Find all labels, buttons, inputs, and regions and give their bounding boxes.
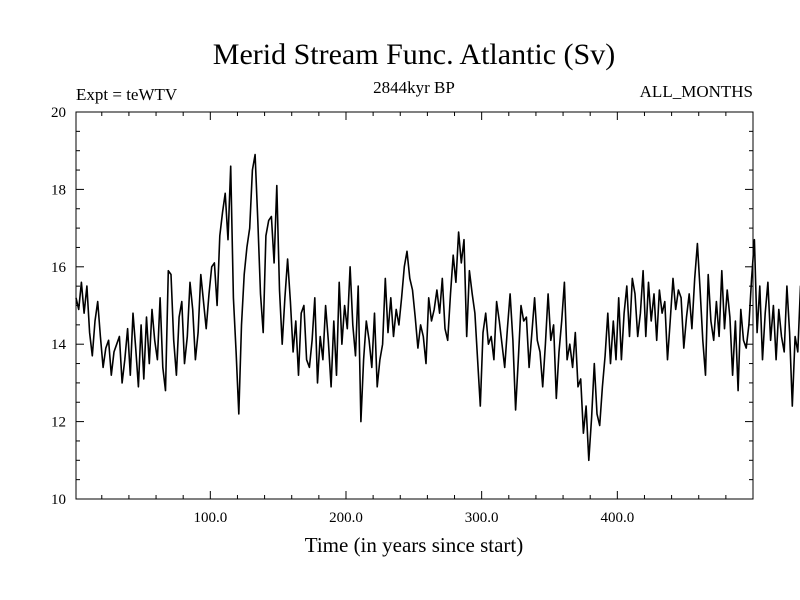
series-layer (75, 153, 800, 462)
series-line-0 (75, 153, 800, 462)
x-axis: 100.0 200.0 300.0 400.0 (101, 112, 727, 526)
y-tick-label: 20 (51, 105, 66, 121)
experiment-label: Expt = teWTV (76, 85, 178, 104)
chart-title: Merid Stream Func. Atlantic (Sv) (213, 38, 615, 71)
y-tick-label: 16 (51, 260, 67, 276)
x-axis-label: Time (in years since start) (305, 533, 524, 557)
y-tick-label: 12 (51, 415, 66, 431)
x-tick-label: 100.0 (193, 510, 227, 526)
period-label: 2844kyr BP (373, 78, 455, 97)
y-tick-label: 18 (51, 182, 66, 198)
x-tick-label: 400.0 (600, 510, 634, 526)
months-label: ALL_MONTHS (640, 82, 753, 101)
x-tick-label: 300.0 (465, 510, 499, 526)
y-tick-label: 10 (51, 492, 66, 508)
x-tick-label: 200.0 (329, 510, 363, 526)
y-axis: 10 12 14 16 18 20 (51, 105, 753, 508)
y-tick-label: 14 (51, 337, 67, 353)
